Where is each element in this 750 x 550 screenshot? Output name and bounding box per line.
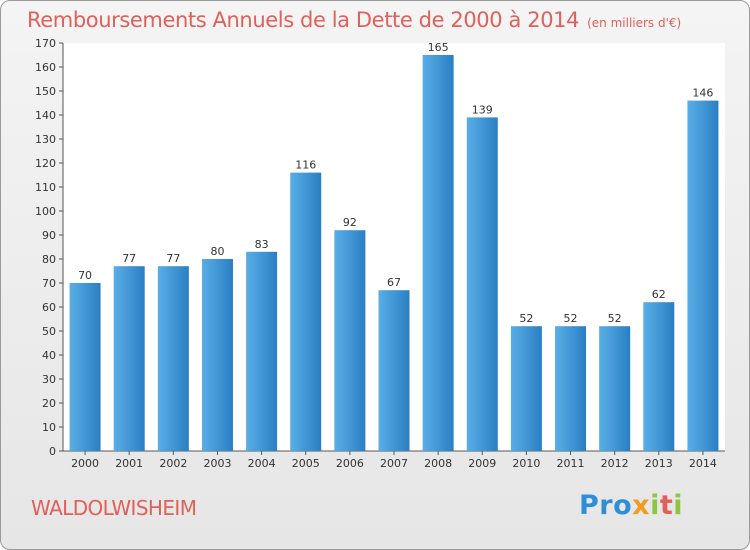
bar-2006 xyxy=(334,230,366,451)
bar-value-label: 83 xyxy=(255,238,269,251)
bar-value-label: 52 xyxy=(608,312,622,325)
chart-title: Remboursements Annuels de la Dette de 20… xyxy=(27,8,682,32)
bar-value-label: 77 xyxy=(122,252,136,265)
y-tick-label: 90 xyxy=(42,229,56,242)
x-tick-label: 2001 xyxy=(115,457,143,470)
x-tick-label: 2012 xyxy=(601,457,629,470)
bar-2000 xyxy=(69,283,101,451)
bar-value-label: 146 xyxy=(692,87,713,100)
bar-value-label: 116 xyxy=(295,159,316,172)
y-tick-label: 40 xyxy=(42,349,56,362)
x-tick-label: 2004 xyxy=(248,457,276,470)
x-tick-label: 2005 xyxy=(292,457,320,470)
bar-2010 xyxy=(510,326,542,451)
y-tick-label: 160 xyxy=(35,61,56,74)
x-tick-label: 2003 xyxy=(203,457,231,470)
x-tick-label: 2002 xyxy=(159,457,187,470)
x-tick-label: 2008 xyxy=(424,457,452,470)
bar-2003 xyxy=(201,259,233,451)
bar-2004 xyxy=(246,251,278,451)
bar-value-label: 52 xyxy=(519,312,533,325)
x-tick-label: 2014 xyxy=(689,457,717,470)
y-tick-label: 30 xyxy=(42,373,56,386)
bar-2013 xyxy=(643,302,675,451)
bar-2005 xyxy=(290,172,322,451)
bar-2007 xyxy=(378,290,410,451)
bar-value-label: 139 xyxy=(472,103,493,116)
bar-2009 xyxy=(466,117,498,452)
y-tick-label: 130 xyxy=(35,133,56,146)
y-tick-label: 80 xyxy=(42,253,56,266)
y-tick-label: 10 xyxy=(42,421,56,434)
chart-subtitle: (en milliers d'€) xyxy=(587,16,682,30)
bar-2014 xyxy=(687,100,719,451)
bar-2001 xyxy=(113,266,145,451)
y-tick-label: 170 xyxy=(35,37,56,50)
x-tick-label: 2010 xyxy=(512,457,540,470)
y-tick-label: 50 xyxy=(42,325,56,338)
x-tick-label: 2013 xyxy=(645,457,673,470)
x-tick-label: 2011 xyxy=(557,457,585,470)
y-tick-label: 20 xyxy=(42,397,56,410)
y-tick-label: 150 xyxy=(35,85,56,98)
x-tick-label: 2000 xyxy=(71,457,99,470)
bar-value-label: 52 xyxy=(564,312,578,325)
bar-2012 xyxy=(599,326,631,451)
x-tick-label: 2009 xyxy=(468,457,496,470)
y-tick-label: 100 xyxy=(35,205,56,218)
x-tick-label: 2006 xyxy=(336,457,364,470)
bar-2008 xyxy=(422,55,454,451)
y-tick-label: 0 xyxy=(49,445,56,458)
bar-2011 xyxy=(555,326,587,451)
bar-value-label: 77 xyxy=(166,252,180,265)
bar-value-label: 80 xyxy=(210,245,224,258)
commune-name: WALDOLWISHEIM xyxy=(31,496,197,520)
bar-value-label: 165 xyxy=(428,41,449,54)
proxiti-logo: Proxiti xyxy=(579,490,684,521)
bar-value-label: 67 xyxy=(387,276,401,289)
bar-value-label: 70 xyxy=(78,269,92,282)
y-tick-label: 70 xyxy=(42,277,56,290)
x-tick-label: 2007 xyxy=(380,457,408,470)
y-tick-label: 60 xyxy=(42,301,56,314)
y-tick-label: 110 xyxy=(35,181,56,194)
y-tick-label: 120 xyxy=(35,157,56,170)
bar-2002 xyxy=(157,266,189,451)
bar-value-label: 92 xyxy=(343,216,357,229)
bar-value-label: 62 xyxy=(652,288,666,301)
y-tick-label: 140 xyxy=(35,109,56,122)
